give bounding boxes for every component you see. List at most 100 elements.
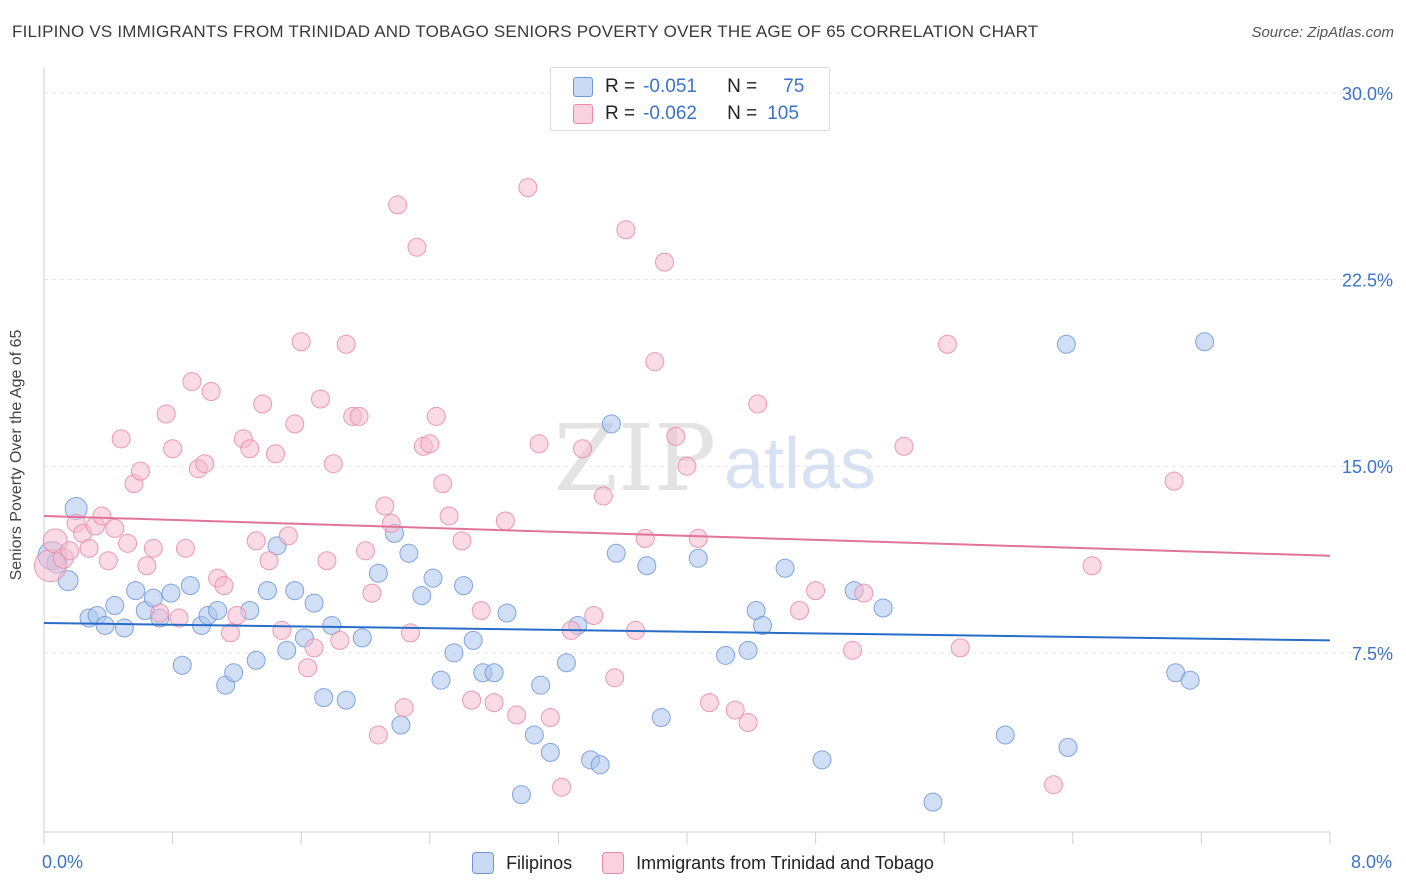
point-filipinos: [161, 583, 181, 603]
point-trinidad: [98, 551, 118, 571]
legend-r-label: R =: [605, 76, 636, 97]
legend-n-label: N =: [727, 103, 758, 124]
legend-swatch-filipinos: [472, 852, 495, 874]
point-trinidad: [471, 601, 491, 621]
point-filipinos: [1180, 670, 1200, 690]
legend-row-trinidad: R = -0.062 N = 105: [573, 101, 799, 127]
point-filipinos: [257, 581, 277, 601]
point-trinidad: [304, 638, 324, 658]
point-filipinos: [95, 615, 115, 635]
point-trinidad: [79, 538, 99, 558]
point-trinidad: [439, 506, 459, 526]
point-filipinos: [314, 688, 334, 708]
point-trinidad: [323, 454, 343, 474]
point-trinidad: [790, 601, 810, 621]
point-filipinos: [1058, 737, 1078, 757]
point-filipinos: [454, 576, 474, 596]
point-trinidad: [666, 426, 686, 446]
legend-swatch-trinidad: [602, 852, 625, 874]
point-trinidad: [214, 576, 234, 596]
point-trinidad: [518, 177, 538, 197]
point-trinidad: [163, 439, 183, 459]
point-trinidad: [462, 690, 482, 710]
point-trinidad: [388, 195, 408, 215]
legend-r-value: -0.062: [643, 103, 697, 124]
point-filipinos: [812, 750, 832, 770]
point-trinidad: [495, 511, 515, 531]
point-trinidad: [291, 332, 311, 352]
point-filipinos: [651, 708, 671, 728]
point-trinidad: [433, 474, 453, 494]
y-tick-labels: 7.5% 15.0% 22.5% 30.0%: [1342, 84, 1393, 664]
point-filipinos: [995, 725, 1015, 745]
chart-title: FILIPINO VS IMMIGRANTS FROM TRINIDAD AND…: [12, 22, 1039, 41]
x-tick-min: 0.0%: [42, 852, 84, 872]
point-trinidad: [688, 528, 708, 548]
watermark-atlas: atlas: [724, 424, 876, 504]
point-trinidad: [105, 518, 125, 538]
point-trinidad: [484, 693, 504, 713]
point-trinidad: [92, 506, 112, 526]
point-filipinos: [688, 548, 708, 568]
point-trinidad: [738, 713, 758, 733]
point-trinidad: [616, 220, 636, 240]
point-trinidad: [220, 623, 240, 643]
point-trinidad: [748, 394, 768, 414]
point-trinidad: [265, 444, 285, 464]
axes: [43, 68, 1331, 844]
point-filipinos: [105, 596, 125, 616]
point-filipinos: [590, 755, 610, 775]
y-tick-label: 22.5%: [1342, 271, 1393, 291]
point-trinidad: [356, 541, 375, 561]
legend-n-label: N =: [727, 76, 758, 97]
point-trinidad: [507, 705, 527, 725]
point-trinidad: [349, 406, 369, 426]
point-trinidad: [407, 237, 427, 257]
point-filipinos: [208, 601, 228, 621]
point-trinidad: [401, 623, 421, 643]
point-trinidad: [298, 658, 318, 678]
point-trinidad: [330, 630, 350, 650]
point-trinidad: [700, 693, 720, 713]
point-filipinos: [399, 543, 419, 563]
point-trinidad: [894, 436, 914, 456]
point-filipinos: [540, 742, 560, 762]
point-trinidad: [169, 608, 189, 628]
point-filipinos: [1056, 334, 1076, 354]
point-trinidad: [806, 581, 826, 601]
point-trinidad: [195, 454, 215, 474]
point-filipinos: [606, 543, 626, 563]
point-filipinos: [531, 675, 551, 695]
legend-item-trinidad[interactable]: Immigrants from Trinidad and Tobago: [602, 852, 934, 874]
point-filipinos: [304, 593, 324, 613]
point-filipinos: [738, 640, 758, 660]
point-filipinos: [285, 581, 305, 601]
source-label: Source: ZipAtlas.com: [1251, 24, 1394, 41]
point-trinidad: [259, 551, 279, 571]
point-trinidad: [143, 538, 163, 558]
point-trinidad: [843, 640, 863, 660]
point-trinidad: [368, 725, 388, 745]
y-tick-label: 15.0%: [1342, 457, 1393, 477]
point-trinidad: [605, 668, 625, 688]
point-trinidad: [635, 528, 655, 548]
point-filipinos: [556, 653, 576, 673]
y-tick-label: 30.0%: [1342, 84, 1393, 104]
point-filipinos: [923, 792, 943, 812]
point-trinidad: [130, 461, 150, 481]
point-filipinos: [444, 643, 464, 663]
point-trinidad: [150, 603, 170, 623]
point-trinidad: [240, 439, 260, 459]
point-trinidad: [278, 526, 298, 546]
point-filipinos: [172, 655, 192, 675]
point-trinidad: [426, 406, 446, 426]
point-trinidad: [137, 556, 157, 576]
point-trinidad: [175, 538, 195, 558]
legend-swatch-trinidad: [573, 104, 593, 124]
point-filipinos: [463, 630, 483, 650]
point-trinidad: [201, 382, 221, 402]
point-filipinos: [1195, 332, 1215, 352]
legend-item-filipinos[interactable]: Filipinos: [472, 852, 572, 874]
gridlines: [44, 92, 1392, 654]
